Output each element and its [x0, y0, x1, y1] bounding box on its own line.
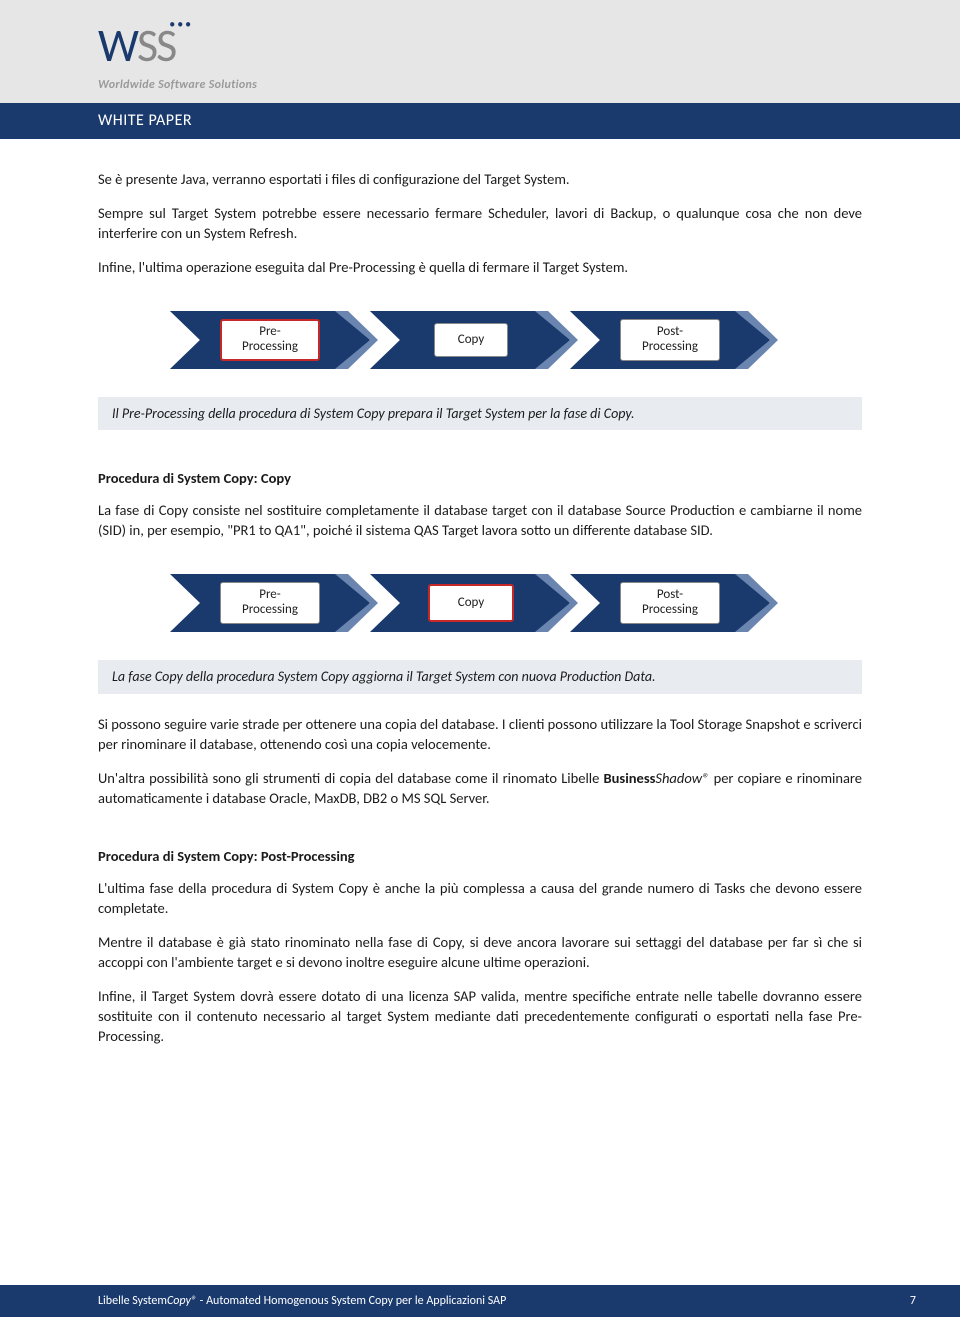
paragraph: L'ultima fase della procedura di System …	[98, 878, 862, 918]
content-area: Se è presente Java, verranno esportati i…	[0, 139, 960, 1100]
stage-label-line: Post-	[657, 325, 683, 340]
footer-bar: Libelle SystemCopy® - Automated Homogeno…	[0, 1285, 960, 1317]
stage-box-copy: Copy	[428, 584, 514, 622]
process-diagram-copy: Pre- Processing Copy Post- Processing	[170, 564, 790, 642]
stage-label-line: Processing	[642, 603, 698, 618]
stage-label-line: Processing	[242, 340, 298, 355]
page-header: WSS••• Worldwide Software Solutions	[0, 0, 960, 103]
text-bold: Business	[604, 769, 656, 787]
page: WSS••• Worldwide Software Solutions WHIT…	[0, 0, 960, 1331]
paragraph: Un'altra possibilità sono gli strumenti …	[98, 768, 862, 808]
title-bar: WHITE PAPER	[0, 103, 960, 139]
paragraph: La fase di Copy consiste nel sostituire …	[98, 500, 862, 540]
text-run: Un'altra possibilità sono gli strumenti …	[98, 769, 604, 787]
stage-label-line: Pre-	[259, 325, 281, 340]
figure-caption: Il Pre-Processing della procedura di Sys…	[98, 397, 862, 430]
stage-label-line: Processing	[642, 340, 698, 355]
stage-box-preprocessing: Pre- Processing	[220, 319, 320, 361]
section-heading-postprocessing: Procedura di System Copy: Post-Processin…	[98, 846, 862, 866]
paragraph: Sempre sul Target System potrebbe essere…	[98, 203, 862, 243]
section-heading-copy: Procedura di System Copy: Copy	[98, 468, 862, 488]
page-number: 7	[910, 1294, 916, 1308]
stage-box-preprocessing: Pre- Processing	[220, 582, 320, 624]
stage-box-copy: Copy	[434, 323, 508, 357]
figure-caption: La fase Copy della procedura System Copy…	[98, 660, 862, 693]
stage-label-line: Post-	[657, 588, 683, 603]
paragraph: Infine, il Target System dovrà essere do…	[98, 986, 862, 1046]
paragraph: Mentre il database è già stato rinominat…	[98, 932, 862, 972]
logo-tagline: Worldwide Software Solutions	[98, 78, 257, 92]
process-diagram-preprocessing: Pre- Processing Copy Post- Processing	[170, 301, 790, 379]
caption-text: La fase Copy della procedura System Copy…	[112, 668, 656, 685]
caption-text: Il Pre-Processing della procedura di Sys…	[112, 405, 635, 422]
footer-text: - Automated Homogenous System Copy per l…	[197, 1294, 506, 1308]
stage-box-postprocessing: Post- Processing	[620, 582, 720, 624]
footer-text-italic: Copy®	[167, 1294, 197, 1308]
title-bar-text: WHITE PAPER	[98, 111, 192, 130]
paragraph: Si possono seguire varie strade per otte…	[98, 714, 862, 754]
footer-text: Libelle System	[98, 1294, 167, 1308]
logo-dots-icon: •••	[169, 18, 193, 32]
stage-label: Copy	[458, 596, 484, 611]
paragraph: Se è presente Java, verranno esportati i…	[98, 169, 862, 189]
text-italic: Shadow®	[655, 769, 709, 787]
logo-text: WSS•••	[98, 18, 257, 74]
stage-box-postprocessing: Post- Processing	[620, 319, 720, 361]
stage-label-line: Pre-	[259, 588, 281, 603]
logo-w: W	[98, 18, 137, 74]
stage-label-line: Processing	[242, 603, 298, 618]
stage-label: Copy	[458, 333, 484, 348]
footer-left: Libelle SystemCopy® - Automated Homogeno…	[98, 1294, 506, 1308]
paragraph: Infine, l'ultima operazione eseguita dal…	[98, 257, 862, 277]
logo: WSS••• Worldwide Software Solutions	[98, 18, 257, 92]
